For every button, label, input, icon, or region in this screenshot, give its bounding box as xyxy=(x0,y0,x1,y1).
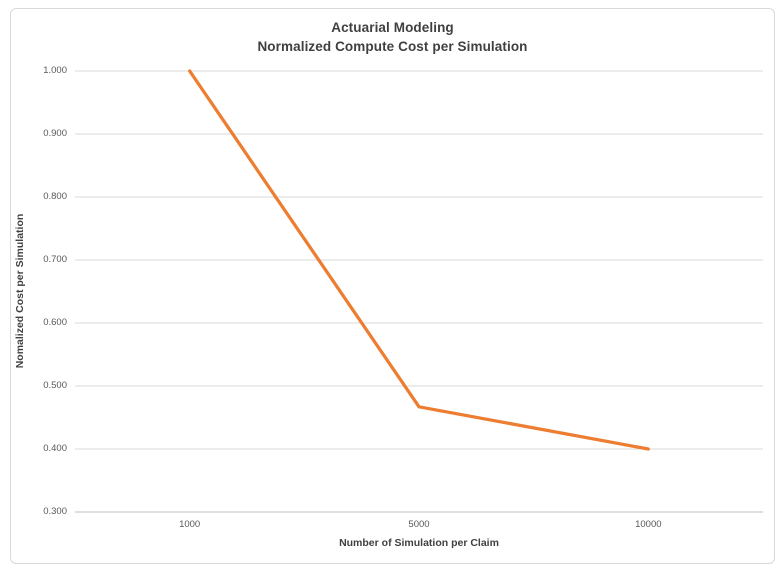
y-tick-label: 0.500 xyxy=(43,380,67,391)
chart-frame: Actuarial Modeling Normalized Compute Co… xyxy=(10,8,775,564)
y-tick-label: 0.800 xyxy=(43,191,67,202)
chart-title-line1: Actuarial Modeling xyxy=(331,20,454,35)
x-tick-label: 1000 xyxy=(179,519,201,530)
y-axis-title: Nomalized Cost per Simulation xyxy=(14,213,26,369)
chart-title: Actuarial Modeling Normalized Compute Co… xyxy=(11,18,774,56)
y-tick-label: 1.000 xyxy=(43,65,67,76)
chart-title-line2: Normalized Compute Cost per Simulation xyxy=(257,39,528,54)
y-tick-label: 0.700 xyxy=(43,254,67,265)
y-tick-label: 0.900 xyxy=(43,128,67,139)
y-tick-label: 0.600 xyxy=(43,317,67,328)
x-tick-label: 5000 xyxy=(408,519,430,530)
x-tick-label: 10000 xyxy=(635,519,662,530)
y-tick-label: 0.300 xyxy=(43,506,67,517)
x-axis-title: Number of Simulation per Claim xyxy=(339,537,499,549)
y-tick-label: 0.400 xyxy=(43,443,67,454)
